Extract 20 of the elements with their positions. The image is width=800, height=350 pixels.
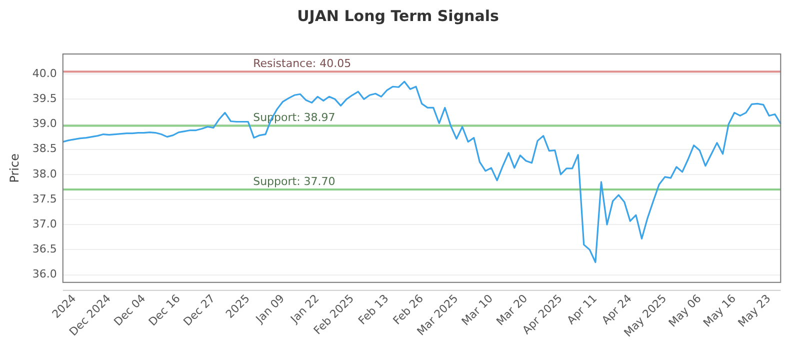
x-tick-label: Dec 27: [180, 292, 218, 329]
y-tick-label: 40.0: [32, 66, 57, 80]
y-tick-label: 39.0: [32, 117, 57, 130]
chart-title: UJAN Long Term Signals: [297, 6, 499, 25]
y-tick-label: 37.5: [32, 192, 57, 206]
ref-line-label: Resistance: 40.05: [253, 56, 352, 70]
x-tick-label: Mar 10: [459, 292, 496, 328]
ref-line-label: Support: 37.70: [253, 174, 336, 188]
y-tick-label: 39.5: [32, 92, 57, 106]
x-tick-label: Apr 11: [564, 292, 600, 327]
x-tick-label: Feb 13: [356, 292, 392, 328]
x-tick-label: Dec 16: [146, 292, 183, 329]
y-tick-label: 36.0: [32, 268, 57, 281]
y-tick-label: 36.5: [32, 242, 57, 256]
y-tick-label: 38.0: [32, 167, 57, 180]
y-tick-label: 38.5: [32, 142, 57, 156]
x-tick-label: Jan 09: [252, 292, 287, 326]
x-tick-label: Dec 04: [111, 292, 148, 329]
y-axis-title: Price: [7, 154, 22, 183]
y-tick-label: 37.0: [32, 217, 57, 230]
